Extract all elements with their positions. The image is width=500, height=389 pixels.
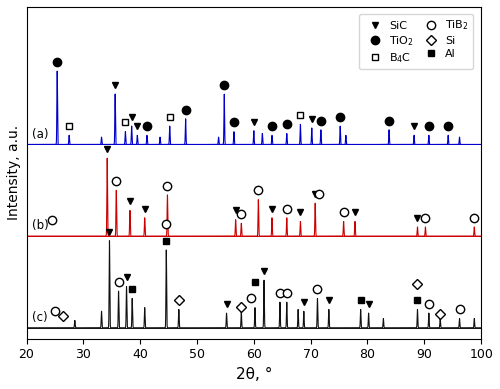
Text: (b): (b) <box>32 219 49 233</box>
Text: (a): (a) <box>32 128 48 141</box>
X-axis label: 2θ, °: 2θ, ° <box>236 367 272 382</box>
Text: (c): (c) <box>32 311 48 324</box>
Legend: SiC, TiO$_2$, B$_4$C, TiB$_2$, Si, Al: SiC, TiO$_2$, B$_4$C, TiB$_2$, Si, Al <box>359 14 474 69</box>
Y-axis label: Intensity, a.u.: Intensity, a.u. <box>7 125 21 221</box>
